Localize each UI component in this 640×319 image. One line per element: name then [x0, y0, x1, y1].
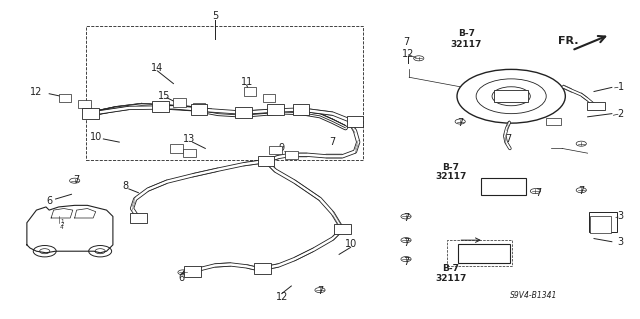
Text: 13: 13 — [183, 134, 195, 144]
Text: 7: 7 — [317, 286, 323, 296]
Text: 7: 7 — [403, 257, 409, 267]
Text: 1: 1 — [618, 82, 624, 92]
Text: 6: 6 — [46, 196, 52, 206]
FancyBboxPatch shape — [257, 156, 274, 167]
FancyBboxPatch shape — [292, 104, 309, 115]
Text: B-7: B-7 — [442, 264, 459, 273]
FancyBboxPatch shape — [83, 108, 99, 119]
Text: 1: 1 — [60, 219, 63, 224]
Text: B-7: B-7 — [442, 163, 459, 172]
Text: 14: 14 — [152, 63, 164, 73]
FancyBboxPatch shape — [193, 103, 205, 111]
FancyBboxPatch shape — [191, 104, 207, 115]
Text: 4: 4 — [60, 225, 63, 230]
FancyBboxPatch shape — [183, 149, 196, 157]
Text: 7: 7 — [74, 175, 80, 185]
FancyBboxPatch shape — [458, 244, 510, 263]
FancyBboxPatch shape — [494, 90, 529, 102]
Text: 4: 4 — [495, 186, 502, 196]
FancyBboxPatch shape — [267, 104, 284, 115]
Text: 12: 12 — [30, 86, 43, 97]
Text: 15: 15 — [157, 91, 170, 101]
Text: 32117: 32117 — [435, 172, 467, 182]
Text: 5: 5 — [212, 11, 218, 21]
Text: 7: 7 — [505, 134, 511, 144]
FancyBboxPatch shape — [236, 107, 252, 118]
FancyBboxPatch shape — [184, 266, 201, 277]
Text: 9: 9 — [278, 144, 285, 153]
FancyBboxPatch shape — [59, 94, 72, 102]
FancyBboxPatch shape — [589, 212, 617, 232]
FancyBboxPatch shape — [285, 151, 298, 159]
Text: FR.: FR. — [558, 36, 579, 46]
FancyBboxPatch shape — [254, 263, 271, 274]
FancyBboxPatch shape — [244, 87, 256, 96]
Text: 7: 7 — [536, 188, 541, 198]
Text: S9V4-B1341: S9V4-B1341 — [510, 291, 557, 300]
Text: 10: 10 — [90, 132, 102, 142]
FancyBboxPatch shape — [545, 118, 561, 125]
Text: 7: 7 — [457, 118, 463, 128]
Text: 3: 3 — [618, 211, 624, 221]
Text: 2: 2 — [618, 109, 624, 119]
Text: 7: 7 — [330, 137, 336, 147]
Text: 11: 11 — [241, 77, 253, 87]
Text: 12: 12 — [402, 48, 414, 59]
Text: 32117: 32117 — [451, 40, 483, 48]
FancyBboxPatch shape — [481, 178, 526, 195]
FancyBboxPatch shape — [78, 100, 91, 108]
Text: 7: 7 — [403, 238, 409, 248]
Text: 6: 6 — [179, 273, 185, 283]
Text: 12: 12 — [276, 292, 288, 302]
FancyBboxPatch shape — [590, 216, 611, 233]
Text: 2: 2 — [60, 222, 63, 227]
Text: 3: 3 — [618, 237, 624, 247]
FancyBboxPatch shape — [170, 144, 183, 152]
FancyBboxPatch shape — [334, 224, 351, 234]
FancyBboxPatch shape — [587, 102, 605, 110]
FancyBboxPatch shape — [173, 99, 186, 107]
Text: 32117: 32117 — [435, 274, 467, 283]
Text: 7: 7 — [578, 186, 584, 196]
Text: B-7: B-7 — [458, 28, 475, 38]
Text: 7: 7 — [403, 213, 409, 223]
Text: 10: 10 — [344, 239, 356, 249]
FancyBboxPatch shape — [347, 116, 364, 127]
Text: 7: 7 — [403, 38, 409, 48]
FancyBboxPatch shape — [130, 213, 147, 223]
FancyBboxPatch shape — [269, 146, 282, 154]
Text: 8: 8 — [123, 182, 129, 191]
FancyBboxPatch shape — [262, 94, 275, 102]
FancyBboxPatch shape — [152, 101, 169, 112]
